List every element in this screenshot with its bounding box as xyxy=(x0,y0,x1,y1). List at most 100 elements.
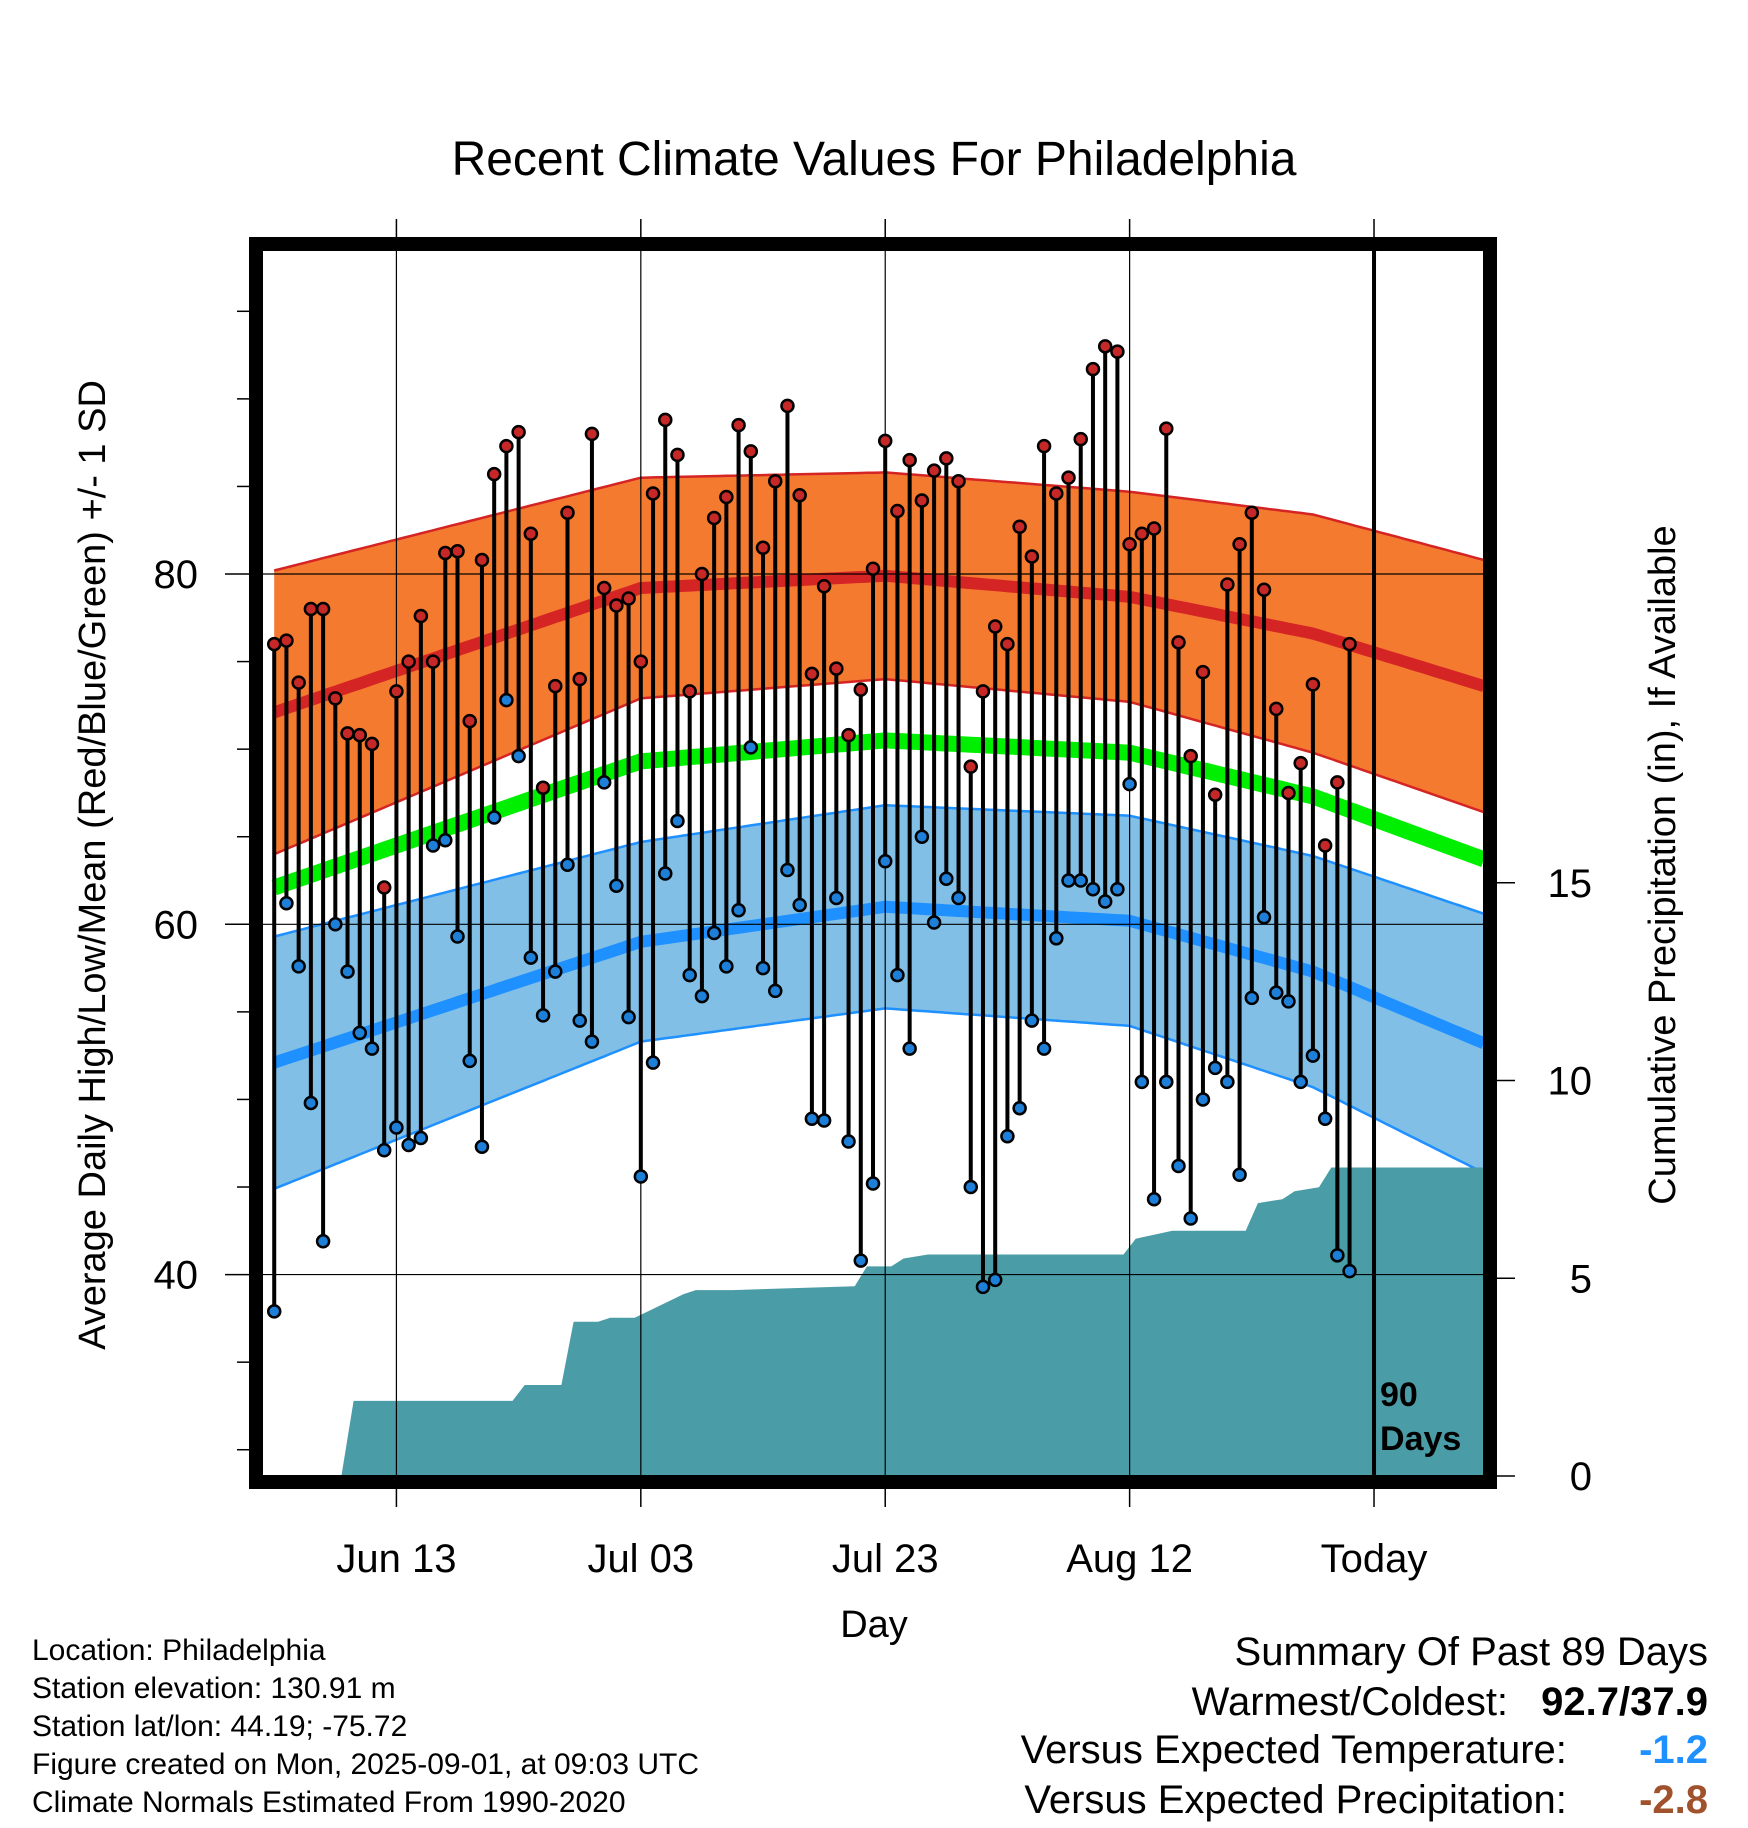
daily-high-point xyxy=(535,780,551,795)
daily-high-point xyxy=(670,447,685,463)
daily-low-point xyxy=(975,1279,991,1295)
daily-high-point xyxy=(1317,838,1333,853)
daily-high-point xyxy=(364,736,380,752)
daily-low-point xyxy=(1134,1074,1150,1090)
x-tick-label: Today xyxy=(1321,1537,1428,1581)
daily-high-point xyxy=(1049,486,1064,501)
daily-low-point xyxy=(352,1025,368,1041)
low-sd-band xyxy=(274,805,1485,1189)
daily-low-point xyxy=(682,967,697,983)
daily-low-point xyxy=(719,959,734,974)
x-tick-label: Jul 23 xyxy=(832,1537,939,1581)
daily-high-point xyxy=(841,727,856,743)
daily-high-point xyxy=(1012,519,1027,534)
daily-high-point xyxy=(658,412,673,428)
daily-high-point xyxy=(890,503,905,519)
daily-low-point xyxy=(1110,882,1125,897)
daily-high-point xyxy=(621,591,636,606)
daily-high-point xyxy=(1220,577,1235,592)
daily-low-point xyxy=(1085,882,1101,897)
daily-low-point xyxy=(572,1013,587,1028)
daily-high-point xyxy=(706,510,722,526)
daily-high-point xyxy=(1146,521,1162,536)
x-tick-label: Jul 03 xyxy=(587,1537,694,1581)
daily-low-point xyxy=(1317,1111,1333,1126)
daily-low-point xyxy=(1171,1158,1186,1174)
daily-low-point xyxy=(1146,1192,1162,1207)
chart-title: Recent Climate Values For Philadelphia xyxy=(452,133,1297,186)
daily-low-point xyxy=(560,857,575,873)
daily-high-point xyxy=(401,654,416,669)
daily-high-point xyxy=(1305,677,1321,692)
daily-low-point xyxy=(401,1137,416,1153)
y2-tick-label: 5 xyxy=(1570,1257,1592,1301)
daily-high-point xyxy=(1269,701,1284,717)
daily-high-point xyxy=(645,486,661,501)
precip-row: Versus Expected Precipitation: -2.8 xyxy=(1024,1778,1708,1823)
daily-high-point xyxy=(682,684,697,699)
daily-low-point xyxy=(621,1009,636,1025)
location-text: Location: Philadelphia xyxy=(32,1634,326,1667)
daily-low-point xyxy=(1183,1211,1198,1226)
low-band-lower-edge xyxy=(273,1007,1485,1190)
daily-high-point xyxy=(1061,470,1076,485)
daily-high-point xyxy=(816,579,832,594)
y-tick-label: 80 xyxy=(154,553,199,597)
daily-high-point xyxy=(1085,361,1101,377)
daily-low-point xyxy=(438,832,453,848)
daily-low-point xyxy=(1269,985,1284,1000)
daily-high-point xyxy=(1232,536,1247,552)
daily-high-point xyxy=(376,880,392,895)
daily-low-point xyxy=(328,917,343,932)
y-tick-label: 40 xyxy=(154,1254,199,1298)
daily-low-point xyxy=(315,1234,331,1249)
daily-low-point xyxy=(767,983,783,999)
daily-high-point xyxy=(425,654,441,669)
daily-high-point xyxy=(1097,339,1113,354)
daily-low-point xyxy=(511,748,526,764)
daily-low-point xyxy=(1024,1013,1040,1028)
daily-high-point xyxy=(1293,755,1308,771)
daily-high-point xyxy=(315,601,331,617)
daily-low-point xyxy=(364,1041,380,1056)
y2-axis-label: Cumulative Precipitation (in), If Availa… xyxy=(1642,525,1684,1204)
daily-low-point xyxy=(413,1130,429,1146)
daily-low-point xyxy=(1330,1248,1345,1263)
daily-high-point xyxy=(755,540,771,555)
daily-low-point xyxy=(633,1169,649,1184)
daily-high-point xyxy=(1183,748,1198,764)
daily-low-point xyxy=(1073,873,1088,888)
daily-high-point xyxy=(1195,664,1211,680)
daily-high-point xyxy=(1110,344,1125,359)
daily-high-point xyxy=(266,636,282,652)
daily-low-point xyxy=(266,1304,282,1319)
daily-low-point xyxy=(902,1041,917,1056)
daily-high-point xyxy=(352,727,368,743)
daily-low-point xyxy=(755,960,771,976)
daily-high-point xyxy=(1171,635,1186,650)
daily-low-point xyxy=(1000,1128,1015,1144)
precipitation-area xyxy=(274,1167,1485,1476)
warm-cold-label: Warmest/Coldest: xyxy=(1191,1680,1509,1724)
daily-high-point xyxy=(633,654,649,669)
normal-high-line xyxy=(272,569,1486,719)
daily-low-point xyxy=(792,897,807,913)
daily-low-point xyxy=(853,1253,869,1268)
summary-heading: Summary Of Past 89 Days xyxy=(1234,1630,1708,1674)
y2-tick-label: 15 xyxy=(1548,862,1593,906)
daily-high-point xyxy=(523,526,539,541)
daily-high-point xyxy=(1000,636,1015,652)
daily-low-point xyxy=(706,925,722,941)
daily-low-point xyxy=(1061,873,1076,888)
daily-high-point xyxy=(389,684,404,699)
today-days-label: Days xyxy=(1380,1420,1461,1458)
daily-high-point xyxy=(1159,421,1174,436)
temp-value: -1.2 xyxy=(1639,1728,1708,1772)
daily-high-point xyxy=(328,691,343,706)
x-axis-label: Day xyxy=(840,1604,908,1646)
daily-high-point xyxy=(596,580,612,596)
daily-low-point xyxy=(1159,1074,1174,1090)
daily-low-point xyxy=(474,1139,490,1154)
daily-high-point xyxy=(413,608,429,624)
